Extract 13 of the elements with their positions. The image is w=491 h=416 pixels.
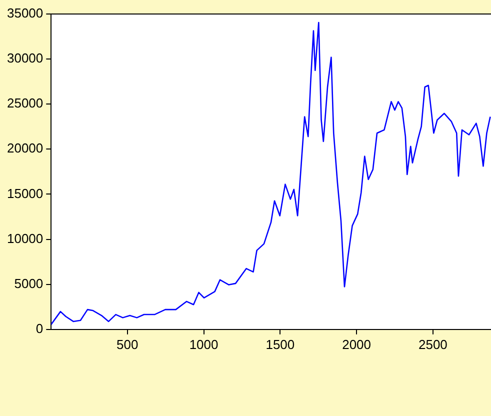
x-tick-label: 2500: [418, 336, 448, 352]
y-tick-label: 5000: [14, 276, 44, 291]
x-tick-label: 1500: [266, 336, 295, 352]
y-tick-label: 10000: [6, 230, 44, 246]
y-tick-label: 0: [36, 320, 44, 336]
y-tick-label: 25000: [6, 96, 44, 111]
x-tick-label: 2000: [342, 336, 372, 352]
y-tick-label: 15000: [6, 186, 44, 201]
y-tick-label: 30000: [6, 50, 44, 66]
x-tick-label: 500: [116, 336, 138, 352]
x-tick-label: 1000: [189, 336, 218, 352]
y-tick-label: 35000: [6, 6, 44, 21]
y-tick-label: 20000: [6, 140, 44, 156]
